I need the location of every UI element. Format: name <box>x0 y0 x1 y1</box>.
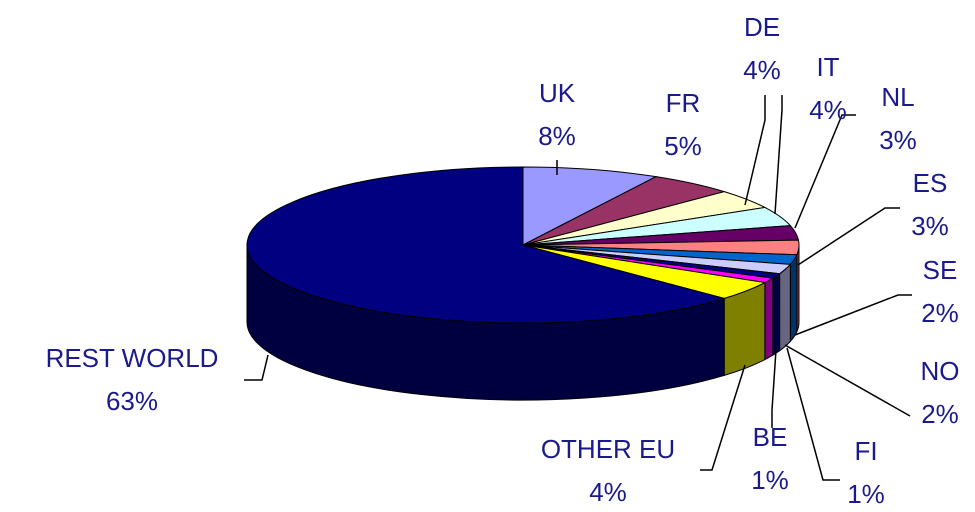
slice-side-no <box>779 263 791 352</box>
leader-line-rest-world <box>244 354 269 381</box>
label-category-fr: FR <box>666 88 701 118</box>
label-value-it: 4% <box>809 95 847 125</box>
label-value-other-eu: 4% <box>589 477 627 507</box>
leader-line-be <box>771 349 777 428</box>
label-category-no: NO <box>921 356 960 386</box>
leader-line-other-eu <box>700 364 746 471</box>
label-category-nl: NL <box>881 82 914 112</box>
label-value-no: 2% <box>921 399 959 429</box>
leader-line-se <box>794 294 912 336</box>
label-value-es: 3% <box>911 211 949 241</box>
leader-line-es <box>797 207 900 266</box>
label-value-be: 1% <box>751 465 789 495</box>
label-category-uk: UK <box>539 78 576 108</box>
leader-line-no <box>784 344 911 417</box>
leader-lines <box>244 95 912 481</box>
label-value-rest-world: 63% <box>106 386 158 416</box>
label-category-es: ES <box>913 168 948 198</box>
label-value-nl: 3% <box>879 125 917 155</box>
pie-slices <box>246 166 800 324</box>
slice-uk <box>522 166 658 246</box>
label-category-se: SE <box>923 255 958 285</box>
label-value-de: 4% <box>743 55 781 85</box>
leader-line-fi <box>786 347 840 481</box>
leader-line-it <box>774 95 783 215</box>
slice-labels: UK 8% FR 5% DE 4% IT 4% NL 3% ES 3% SE 2% NO 2% FI 1% BE 1%… <box>46 12 960 509</box>
label-value-se: 2% <box>921 298 959 328</box>
label-value-fi: 1% <box>847 479 885 509</box>
label-category-de: DE <box>744 12 780 42</box>
slice-side-se <box>789 254 798 343</box>
label-value-uk: 8% <box>538 121 576 151</box>
label-category-be: BE <box>753 422 788 452</box>
label-category-other-eu: OTHER EU <box>541 434 675 464</box>
label-category-it: IT <box>816 52 839 82</box>
label-value-fr: 5% <box>664 131 702 161</box>
slice-side-be <box>764 277 774 361</box>
leader-line-de <box>744 95 766 206</box>
slice-side-fi <box>772 272 781 357</box>
label-category-rest-world: REST WORLD <box>46 343 219 373</box>
label-category-fi: FI <box>854 436 877 466</box>
leader-line-nl <box>794 114 856 229</box>
slice-rest-world <box>246 166 727 324</box>
